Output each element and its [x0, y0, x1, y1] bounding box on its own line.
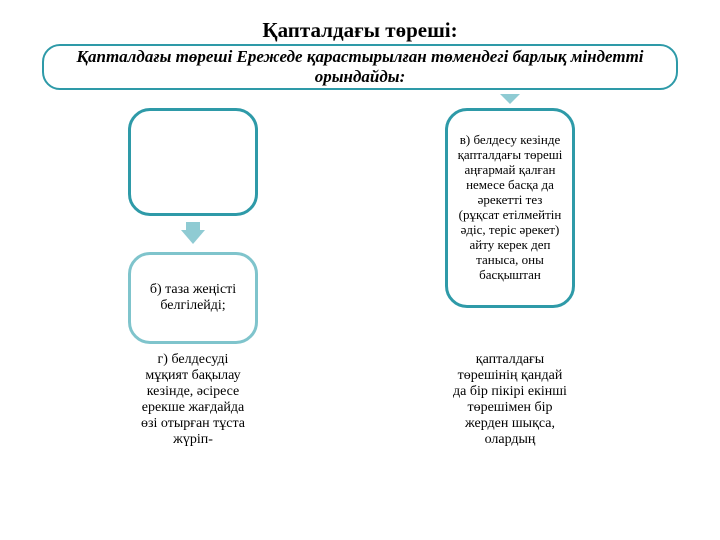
- node-v: в) белдесу кезінде қапталдағы төреші аңғ…: [445, 108, 575, 308]
- header-text: Қапталдағы төреші Ережеде қарастырылған …: [56, 47, 664, 87]
- header-box: Қапталдағы төреші Ережеде қарастырылған …: [42, 44, 678, 90]
- node-b-text: б) таза жеңісті белгілейді;: [139, 282, 247, 314]
- overflow-d: қапталдағы төрешінің қандай да бір пікір…: [452, 352, 568, 449]
- overflow-g: г) белдесуді мұқият бақылау кезінде, әсі…: [136, 352, 250, 449]
- node-b: б) таза жеңісті белгілейді;: [128, 252, 258, 344]
- arrow-a-b-head: [181, 230, 205, 244]
- arrow-a-b-stem: [186, 222, 200, 230]
- page-title: Қапталдағы төреші:: [0, 18, 720, 43]
- arrow-header-v-head: [500, 94, 520, 104]
- node-a: [128, 108, 258, 216]
- node-v-text: в) белдесу кезінде қапталдағы төреші аңғ…: [456, 133, 564, 282]
